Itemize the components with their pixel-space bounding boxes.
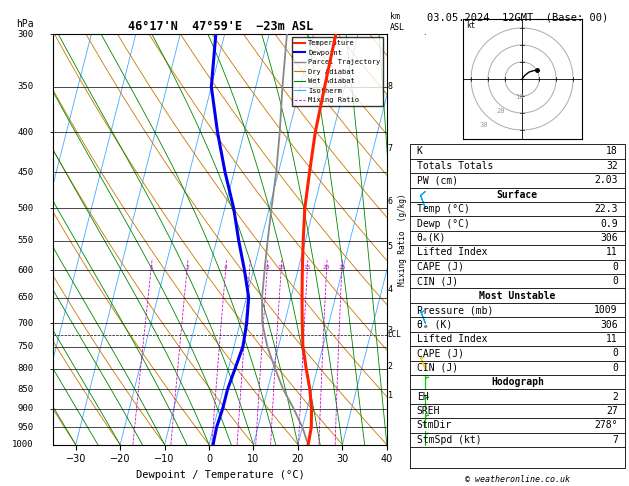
Text: 30: 30: [479, 122, 488, 128]
Text: PW (cm): PW (cm): [417, 175, 458, 185]
Text: 650: 650: [18, 293, 33, 302]
Text: 5: 5: [387, 243, 392, 251]
Text: 1009: 1009: [594, 305, 618, 315]
Text: Lifted Index: Lifted Index: [417, 334, 487, 344]
Text: Lifted Index: Lifted Index: [417, 247, 487, 258]
Text: 278°: 278°: [594, 420, 618, 431]
Text: 27: 27: [606, 406, 618, 416]
Text: Mixing Ratio  (g/kg): Mixing Ratio (g/kg): [398, 193, 407, 286]
Text: 2: 2: [185, 265, 189, 270]
Text: StmSpd (kt): StmSpd (kt): [417, 435, 481, 445]
Text: 0: 0: [612, 262, 618, 272]
Text: 850: 850: [18, 385, 33, 394]
Text: CAPE (J): CAPE (J): [417, 348, 464, 358]
Text: 10: 10: [515, 94, 524, 101]
Text: 11: 11: [606, 247, 618, 258]
Text: 11: 11: [606, 334, 618, 344]
Text: 950: 950: [18, 423, 33, 432]
Text: 2: 2: [612, 392, 618, 401]
Text: 22.3: 22.3: [594, 204, 618, 214]
Text: 0: 0: [612, 363, 618, 373]
Text: Surface: Surface: [497, 190, 538, 200]
Legend: Temperature, Dewpoint, Parcel Trajectory, Dry Adiabat, Wet Adiabat, Isotherm, Mi: Temperature, Dewpoint, Parcel Trajectory…: [292, 37, 383, 106]
Text: Dewp (°C): Dewp (°C): [417, 219, 470, 228]
Text: 450: 450: [18, 168, 33, 177]
Text: 8: 8: [387, 82, 392, 91]
Text: SREH: SREH: [417, 406, 440, 416]
Text: 550: 550: [18, 236, 33, 245]
Text: K: K: [417, 146, 423, 156]
Text: 25: 25: [338, 265, 345, 270]
Text: 3: 3: [387, 326, 392, 335]
X-axis label: Dewpoint / Temperature (°C): Dewpoint / Temperature (°C): [136, 470, 304, 480]
Text: 1000: 1000: [12, 440, 33, 449]
Text: 4: 4: [224, 265, 228, 270]
Text: km
ASL: km ASL: [390, 12, 405, 32]
Text: Totals Totals: Totals Totals: [417, 161, 493, 171]
Text: 15: 15: [304, 265, 311, 270]
Text: 18: 18: [606, 146, 618, 156]
Text: 7: 7: [387, 144, 392, 153]
Text: Hodograph: Hodograph: [491, 377, 544, 387]
Text: 900: 900: [18, 404, 33, 413]
Text: 8: 8: [265, 265, 269, 270]
Text: EH: EH: [417, 392, 428, 401]
Text: 1: 1: [149, 265, 153, 270]
Text: CIN (J): CIN (J): [417, 276, 458, 286]
Text: 306: 306: [600, 319, 618, 330]
Text: 300: 300: [18, 30, 33, 38]
Text: 32: 32: [606, 161, 618, 171]
Text: 0: 0: [612, 348, 618, 358]
Text: 800: 800: [18, 364, 33, 373]
Text: 6: 6: [387, 197, 392, 206]
Title: 46°17'N  47°59'E  −23m ASL: 46°17'N 47°59'E −23m ASL: [128, 20, 313, 33]
Text: 4: 4: [387, 285, 392, 295]
Text: 700: 700: [18, 318, 33, 328]
Text: 7: 7: [612, 435, 618, 445]
Text: 306: 306: [600, 233, 618, 243]
Text: 2.03: 2.03: [594, 175, 618, 185]
Text: 600: 600: [18, 266, 33, 275]
Text: 500: 500: [18, 204, 33, 213]
Text: 2: 2: [387, 362, 392, 371]
Text: 10: 10: [277, 265, 285, 270]
Text: θₑ(K): θₑ(K): [417, 233, 446, 243]
Text: CAPE (J): CAPE (J): [417, 262, 464, 272]
Text: 0: 0: [612, 276, 618, 286]
Text: © weatheronline.co.uk: © weatheronline.co.uk: [465, 474, 570, 484]
Text: hPa: hPa: [16, 19, 33, 29]
Text: 0.9: 0.9: [600, 219, 618, 228]
Text: 20: 20: [496, 108, 505, 114]
Text: 400: 400: [18, 128, 33, 137]
Text: Temp (°C): Temp (°C): [417, 204, 470, 214]
Text: 20: 20: [323, 265, 330, 270]
Text: 03.05.2024  12GMT  (Base: 00): 03.05.2024 12GMT (Base: 00): [426, 12, 608, 22]
Text: 1: 1: [387, 391, 392, 399]
Text: 750: 750: [18, 342, 33, 351]
Text: StmDir: StmDir: [417, 420, 452, 431]
Text: CIN (J): CIN (J): [417, 363, 458, 373]
Text: 350: 350: [18, 82, 33, 91]
Text: θₑ (K): θₑ (K): [417, 319, 452, 330]
Text: Pressure (mb): Pressure (mb): [417, 305, 493, 315]
Text: LCL: LCL: [387, 330, 401, 340]
Text: kt: kt: [466, 21, 475, 30]
Text: Most Unstable: Most Unstable: [479, 291, 555, 301]
